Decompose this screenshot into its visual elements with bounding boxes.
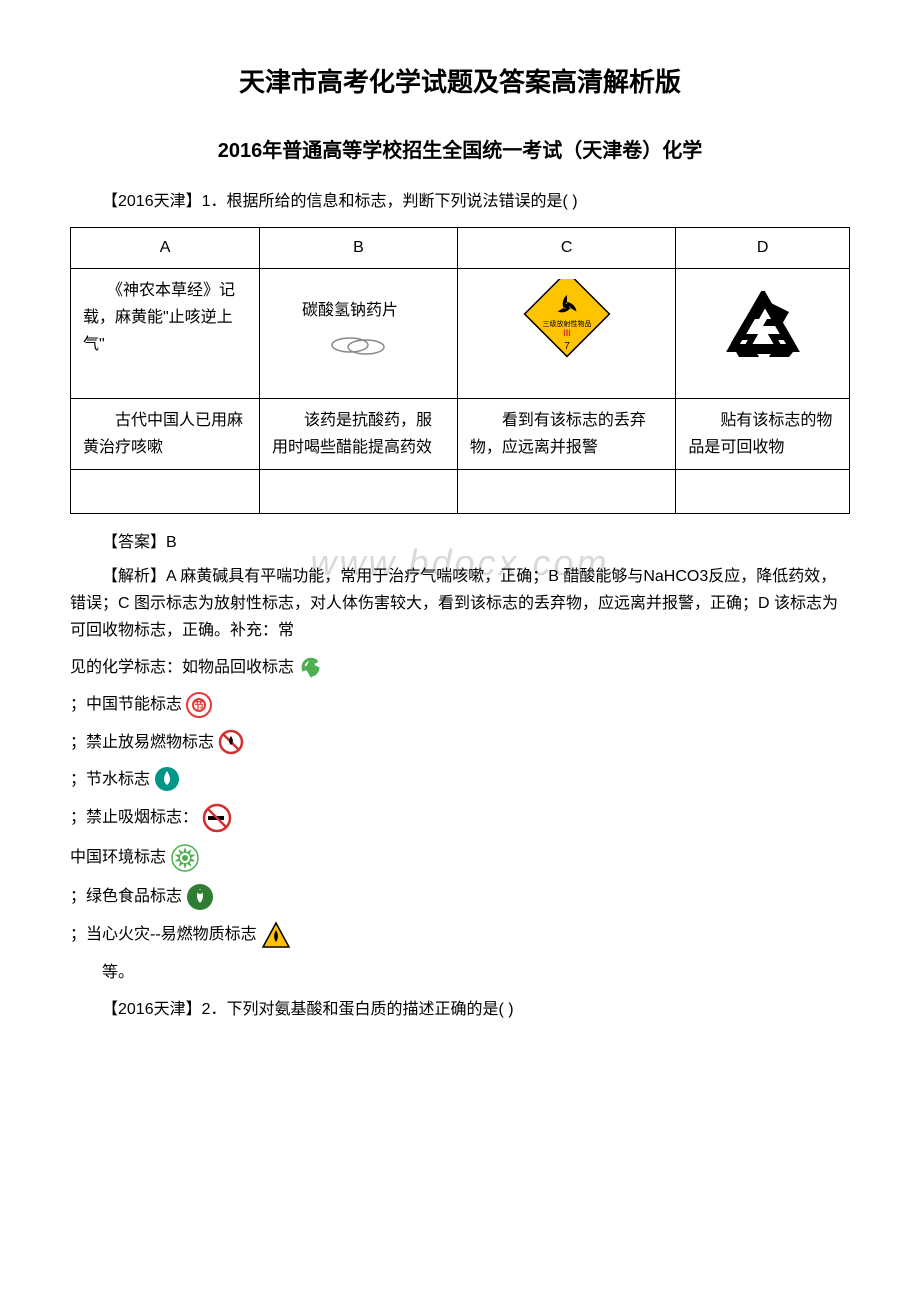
trailing-etc: 等。 [70,959,850,986]
icon-nosmoking-label: ；禁止吸烟标志： [70,804,198,831]
icon-flammable-label: ；禁止放易燃物标志 [70,729,214,756]
cell-a-content: 《神农本草经》记载，麻黄能"止咳逆上气" [83,282,235,353]
empty-a [71,470,260,514]
icon-fire-line: ；当心火灾--易燃物质标志 [70,921,850,949]
fire-warning-icon [261,921,291,949]
cell-b-text: 碳酸氢钠药片 [270,297,447,324]
radioactive-icon: 三级放射性物品 III 7 [512,279,622,379]
tablet-icon [328,330,388,360]
table-header-row: A B C D [71,228,850,268]
icon-water-line: ；节水标志 [70,766,850,793]
water-saving-icon [154,766,180,792]
table-row-images: 《神农本草经》记载，麻黄能"止咳逆上气" 碳酸氢钠药片 三级放射性物品 III … [71,268,850,398]
empty-b [260,470,458,514]
cell-b-image: 碳酸氢钠药片 [260,268,458,398]
icon-energy-label: ；中国节能标志 [70,691,182,718]
recycle-small-icon [298,655,324,681]
cell-c-image: 三级放射性物品 III 7 [457,268,676,398]
desc-c: 看到有该标志的丢弃物，应远离并报警 [457,398,676,469]
table-empty-row [71,470,850,514]
icon-fire-label: ；当心火灾--易燃物质标志 [70,921,257,948]
green-food-icon [186,883,214,911]
radioactive-label1: 三级放射性物品 [542,319,591,328]
radioactive-label2: III [563,328,571,338]
desc-d: 贴有该标志的物品是可回收物 [676,398,850,469]
question1-table: A B C D 《神农本草经》记载，麻黄能"止咳逆上气" 碳酸氢钠药片 [70,227,850,514]
cell-a-text: 《神农本草经》记载，麻黄能"止咳逆上气" [71,268,260,398]
desc-a: 古代中国人已用麻黄治疗咳嗽 [71,398,260,469]
icon-env-line: 中国环境标志 [70,843,850,873]
recycle-triangle-icon [723,291,803,366]
icon-green-label: ；绿色食品标志 [70,883,182,910]
header-d: D [676,228,850,268]
empty-d [676,470,850,514]
no-flammable-icon [218,729,244,755]
china-env-icon [170,843,200,873]
header-c: C [457,228,676,268]
no-smoking-icon [202,803,232,833]
icon-nosmoking-line: ；禁止吸烟标志： [70,803,850,833]
icon-env-label: 中国环境标志 [70,844,166,871]
analysis1-p2-line: 见的化学标志：如物品回收标志 [70,654,850,681]
icon-green-line: ；绿色食品标志 [70,883,850,911]
page-title: 天津市高考化学试题及答案高清解析版 [70,60,850,104]
header-a: A [71,228,260,268]
icon-flammable-line: ；禁止放易燃物标志 [70,729,850,756]
header-b: B [260,228,458,268]
svg-text:节: 节 [194,699,204,712]
question2-intro: 【2016天津】2．下列对氨基酸和蛋白质的描述正确的是( ) [70,996,850,1023]
icon-water-label: ；节水标志 [70,766,150,793]
page-subtitle: 2016年普通高等学校招生全国统一考试（天津卷）化学 [70,134,850,168]
cell-d-image [676,268,850,398]
radioactive-label3: 7 [564,341,570,352]
icon-energy-line: ；中国节能标志 节 [70,691,850,718]
question1-intro: 【2016天津】1．根据所给的信息和标志，判断下列说法错误的是( ) [70,188,850,215]
empty-c [457,470,676,514]
table-row-desc: 古代中国人已用麻黄治疗咳嗽 该药是抗酸药，服用时喝些醋能提高药效 看到有该标志的… [71,398,850,469]
analysis1-p1: 【解析】A 麻黄碱具有平喘功能，常用于治疗气喘咳嗽，正确；B 醋酸能够与NaHC… [70,563,850,645]
energy-saving-icon: 节 [186,692,212,718]
answer1: 【答案】B [70,529,850,556]
desc-b: 该药是抗酸药，服用时喝些醋能提高药效 [260,398,458,469]
analysis1-p2: 见的化学标志：如物品回收标志 [70,654,294,681]
